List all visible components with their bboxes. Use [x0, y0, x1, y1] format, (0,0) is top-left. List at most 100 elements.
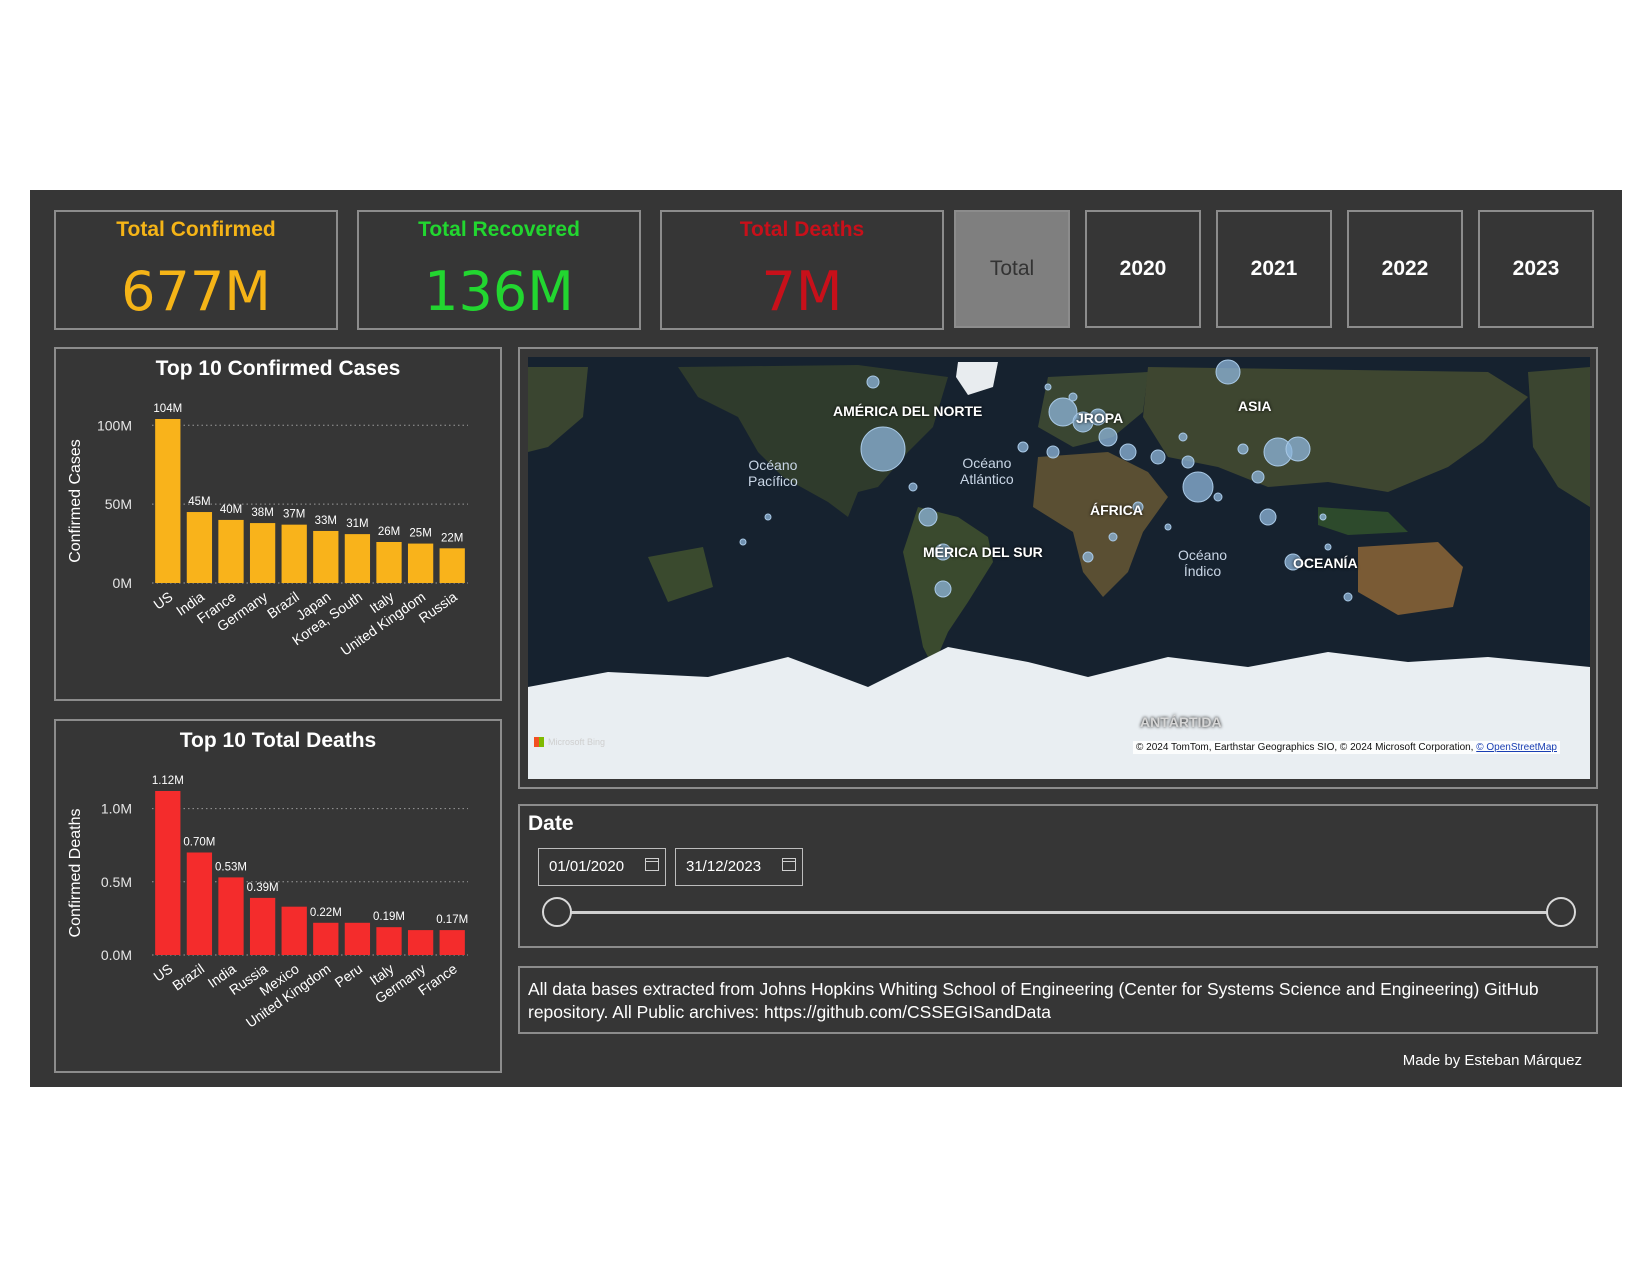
year-button-2020[interactable]: 2020	[1085, 210, 1201, 328]
kpi-value-deaths: 7M	[761, 260, 843, 323]
indian-line-1: Océano	[1178, 547, 1228, 563]
bar	[344, 534, 371, 583]
atlantic-line-2: Atlántico	[960, 471, 1014, 487]
bar	[344, 922, 371, 955]
attribution-text: © 2024 TomTom, Earthstar Geographics SIO…	[1135, 742, 1474, 753]
credit-text: Made by Esteban Márquez	[1402, 1052, 1582, 1069]
bar	[313, 922, 339, 955]
y-axis-label: Confirmed Cases	[67, 439, 84, 563]
date-slider-track[interactable]	[556, 911, 1560, 914]
bar	[186, 512, 213, 583]
map-label-antarctica: ANTÁRTIDA	[1140, 714, 1222, 730]
map-background	[528, 357, 1590, 779]
y-tick-label: 100M	[97, 417, 132, 433]
y-tick-label: 1.0M	[101, 801, 132, 817]
map-label-north-america: AMÉRICA DEL NORTE	[833, 403, 983, 419]
data-label: 38M	[251, 507, 273, 519]
year-button-2021[interactable]: 2021	[1216, 210, 1332, 328]
data-label: 0.19M	[373, 911, 405, 923]
bar	[439, 548, 465, 583]
map-label-oceania: OCEANÍA	[1293, 555, 1358, 571]
deaths-chart-card: Top 10 Total Deaths Confirmed Deaths 0.0M…	[54, 719, 502, 1073]
bar	[155, 419, 181, 583]
bar	[155, 791, 181, 955]
y-tick-label: 0M	[113, 575, 132, 591]
bar	[218, 877, 244, 955]
date-filter-title: Date	[528, 812, 574, 835]
x-tick-label: Peru	[332, 960, 365, 990]
data-label: 0.22M	[310, 907, 342, 919]
bar	[439, 930, 465, 955]
microsoft-logo-icon	[534, 737, 544, 747]
kpi-card-deaths[interactable]: Total Deaths 7M	[660, 210, 944, 330]
start-date-input[interactable]: 01/01/2020	[538, 848, 666, 886]
y-tick-label: 0.0M	[101, 947, 132, 963]
year-button-2022[interactable]: 2022	[1347, 210, 1463, 328]
y-tick-label: 0.5M	[101, 874, 132, 890]
date-slider-end-handle[interactable]	[1546, 897, 1576, 927]
data-label: 0.39M	[247, 882, 279, 894]
map-label-africa: ÁFRICA	[1090, 502, 1143, 518]
footnote-card: All data bases extracted from Johns Hopk…	[518, 966, 1598, 1034]
deaths-bar-chart: Confirmed Deaths0.0M0.5M1.0M1.12MUS0.70M…	[67, 775, 468, 1031]
map-label-indian: Océano Índico	[1178, 547, 1227, 579]
deaths-chart-title: Top 10 Total Deaths	[179, 729, 377, 752]
confirmed-chart-card: Top 10 Confirmed Cases Confirmed Cases 0M…	[54, 347, 502, 701]
bar	[376, 927, 402, 955]
kpi-title-confirmed: Total Confirmed	[116, 218, 276, 241]
pacific-line-2: Pacífico	[748, 473, 798, 489]
bing-logo: Microsoft Bing	[534, 737, 605, 747]
confirmed-bar-chart: Confirmed Cases0M50M100M104MUS45MIndia40…	[67, 403, 468, 659]
x-tick-label: Brazil	[264, 588, 302, 621]
date-filter-card: Date 01/01/2020 31/12/2023	[518, 804, 1598, 948]
kpi-title-deaths: Total Deaths	[739, 218, 865, 241]
bar	[407, 543, 434, 583]
data-label: 1.12M	[152, 775, 184, 787]
kpi-title-recovered: Total Recovered	[418, 218, 580, 241]
dashboard: Total Confirmed 677M Total Recovered 136…	[30, 190, 1622, 1087]
confirmed-chart-title: Top 10 Confirmed Cases	[155, 357, 401, 380]
bar	[281, 906, 307, 955]
map-label-europe: JROPA	[1076, 410, 1124, 426]
kpi-card-confirmed[interactable]: Total Confirmed 677M	[54, 210, 338, 330]
data-label: 31M	[346, 518, 368, 530]
kpi-value-confirmed: 677M	[121, 260, 271, 323]
kpi-card-recovered[interactable]: Total Recovered 136M	[357, 210, 641, 330]
openstreetmap-link[interactable]: © OpenStreetMap	[1476, 742, 1557, 753]
data-label: 25M	[409, 528, 431, 540]
map-label-south-america: MÉRICA DEL SUR	[923, 544, 1043, 560]
bar	[249, 523, 276, 583]
bar	[313, 530, 339, 583]
x-tick-label: US	[150, 588, 175, 612]
end-date-value: 31/12/2023	[686, 858, 762, 875]
data-label: 40M	[220, 504, 242, 516]
data-label: 45M	[188, 496, 210, 508]
bar	[407, 930, 434, 955]
data-label: 0.53M	[215, 861, 247, 873]
y-axis-label: Confirmed Deaths	[67, 809, 84, 938]
map-provider: Microsoft Bing	[548, 737, 606, 747]
calendar-icon[interactable]	[645, 858, 659, 871]
data-label: 0.17M	[436, 914, 468, 926]
bar	[218, 519, 244, 583]
data-label: 104M	[153, 403, 182, 415]
calendar-icon[interactable]	[782, 858, 796, 871]
kpi-value-recovered: 136M	[424, 260, 574, 323]
date-slider-start-handle[interactable]	[542, 897, 572, 927]
data-label: 26M	[378, 526, 400, 538]
map-card: AMÉRICA DEL NORTE JROPA ASIA ÁFRICA MÉRI…	[518, 347, 1598, 789]
year-button-2023[interactable]: 2023	[1478, 210, 1594, 328]
data-label: 0.70M	[183, 837, 215, 849]
year-button-total[interactable]: Total	[954, 210, 1070, 328]
y-tick-label: 50M	[105, 496, 132, 512]
bar	[249, 897, 276, 955]
data-label: 33M	[315, 515, 337, 527]
indian-line-2: Índico	[1183, 563, 1222, 579]
pacific-line-1: Océano	[748, 457, 798, 473]
map-attribution: © 2024 TomTom, Earthstar Geographics SIO…	[1132, 741, 1560, 754]
bar	[186, 852, 213, 955]
map-label-asia: ASIA	[1238, 398, 1272, 414]
end-date-input[interactable]: 31/12/2023	[675, 848, 803, 886]
start-date-value: 01/01/2020	[549, 858, 625, 875]
world-map[interactable]: AMÉRICA DEL NORTE JROPA ASIA ÁFRICA MÉRI…	[528, 357, 1590, 779]
